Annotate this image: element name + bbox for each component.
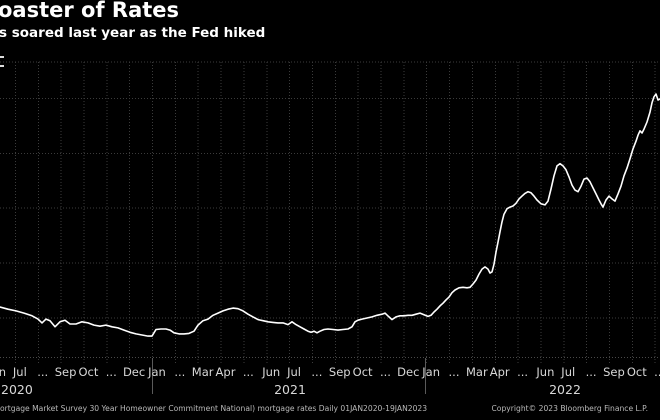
month-label: ... [243,365,254,379]
month-label: Jul [286,365,301,379]
month-label: Mar [466,365,488,379]
footer-source-text: ortgage Market Survey 30 Year Homeowner … [0,404,428,413]
month-label: Oct [353,365,373,379]
month-label: Sep [329,365,351,379]
month-label: Jul [560,365,575,379]
rate-line [0,93,660,337]
month-label: ... [174,365,185,379]
month-label: ... [311,365,322,379]
chart-subtitle: s soared last year as the Fed hiked [0,25,266,41]
month-label: Jun [0,365,6,379]
legend-fragment [0,56,4,67]
month-label: Sep [603,365,625,379]
chart-title: oaster of Rates [0,0,180,22]
year-label: 2021 [274,382,306,397]
month-label: ... [654,365,660,379]
month-label: Sep [55,365,77,379]
month-label: Dec [397,365,419,379]
year-label: 2022 [549,382,581,397]
month-label: ... [586,365,597,379]
month-label: Jun [261,365,280,379]
month-label: Apr [490,365,510,379]
month-label: Jun [535,365,554,379]
month-label: Jul [12,365,27,379]
month-label: Dec [123,365,145,379]
month-label: Apr [216,365,236,379]
month-label: ... [106,365,117,379]
month-label: Oct [627,365,647,379]
month-label: ... [517,365,528,379]
year-label: 2020 [1,382,33,397]
month-label: Mar [192,365,214,379]
month-label: ... [37,365,48,379]
month-label: ... [380,365,391,379]
footer-copyright-text: Copyright© 2023 Bloomberg Finance L.P. [491,404,649,413]
month-label: Jan [421,365,440,379]
month-label: Jan [147,365,166,379]
month-label: ... [449,365,460,379]
month-label: Oct [78,365,98,379]
